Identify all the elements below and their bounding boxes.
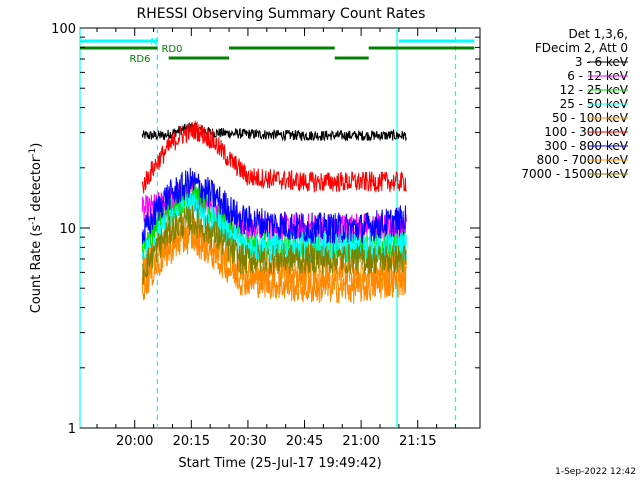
y-axis-label: Count Rate (s-1 detector-1) [28, 143, 44, 314]
bar-label-rd6: RD6 [129, 54, 150, 65]
y-axis-label-end: ) [29, 143, 44, 148]
legend-header-1: Det 1,3,6, [569, 27, 629, 41]
x-tick-label-3: 20:45 [286, 434, 323, 449]
series-group [141, 120, 407, 304]
series-line-5 [141, 120, 407, 194]
timestamp: 1-Sep-2022 12:42 [555, 467, 636, 477]
legend-label-5: 100 - 300 keV [544, 125, 628, 139]
y-axis-label-main: Count Rate (s [29, 225, 44, 314]
x-tick-label-0: 20:00 [116, 434, 153, 449]
x-tick-label-5: 21:15 [399, 434, 436, 449]
attenuator-bars: N RD0 RD6 [80, 37, 475, 65]
series-line-6 [141, 167, 407, 245]
legend-label-8: 7000 - 15000 keV [521, 167, 628, 181]
series-line-0 [141, 123, 407, 142]
legend-label-6: 300 - 800 keV [544, 139, 628, 153]
x-axis-label: Start Time (25-Jul-17 19:49:42) [178, 456, 381, 471]
bar-label-rd0: RD0 [161, 44, 182, 55]
series-line-7 [141, 225, 407, 304]
y-axis-label-sup2: -1 [28, 148, 38, 157]
legend-header-2: FDecim 2, Att 0 [535, 41, 628, 55]
y-axis-label-sup: -1 [28, 216, 38, 225]
y-tick-label-2: 100 [51, 22, 76, 37]
series-line-8 [141, 205, 407, 285]
y-tick-label-1: 10 [59, 222, 76, 237]
bar-label-n: N [150, 37, 157, 48]
legend-label-7: 800 - 7000 keV [537, 153, 629, 167]
x-tick-label-4: 21:00 [342, 434, 379, 449]
chart-title: RHESSI Observing Summary Count Rates [137, 6, 426, 22]
y-axis-label-rest: detector [29, 156, 44, 216]
x-tick-label-2: 20:30 [229, 434, 266, 449]
x-tick-label-1: 20:15 [173, 434, 210, 449]
x-axis-ticks: 20:00 20:15 20:30 20:45 21:00 21:15 [96, 28, 456, 449]
y-axis-ticks: 1 10 100 [51, 22, 480, 437]
y-tick-label-0: 1 [68, 422, 76, 437]
